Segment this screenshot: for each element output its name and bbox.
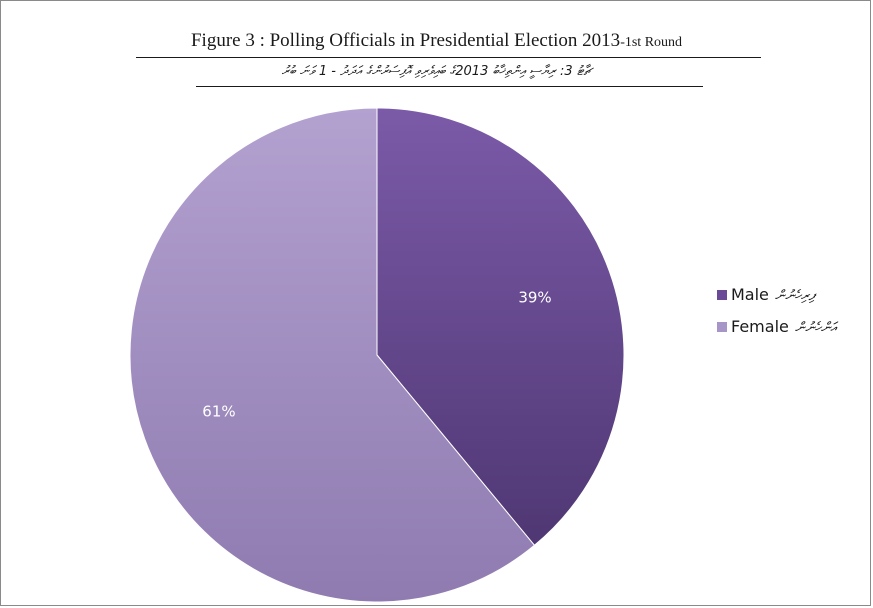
- legend-label-female-dhivehi: އަންހެނުން: [794, 320, 837, 336]
- chart-title-suffix: -1st Round: [620, 35, 683, 50]
- legend-swatch-male: [717, 290, 727, 300]
- pie-label-female: 61%: [202, 402, 235, 420]
- legend-swatch-female: [717, 322, 727, 332]
- chart-title: Figure 3 : Polling Officials in Presiden…: [0, 29, 873, 55]
- legend-label-female: Female: [731, 317, 789, 336]
- legend-label-male-dhivehi: ފިރިހެނުން: [774, 288, 815, 304]
- pie-label-male: 39%: [518, 289, 551, 307]
- chart-title-dhivehi: ޗާޓު 3: ރިޔާސީ އިންތިޚާބު 2013ގެ ބައިވެރ…: [281, 64, 592, 79]
- pie-slice-male: [376, 107, 625, 547]
- title-underline: [136, 57, 761, 58]
- pie-slice-female: [129, 107, 536, 603]
- legend-item-female: Female އަންހެނުން: [717, 317, 836, 338]
- legend-item-male: Male ފިރިހެނުން: [717, 285, 814, 306]
- legend-label-male: Male: [731, 285, 769, 304]
- dhivehi-title-underline: [196, 86, 703, 87]
- chart-title-main: Figure 3 : Polling Officials in Presiden…: [190, 30, 621, 51]
